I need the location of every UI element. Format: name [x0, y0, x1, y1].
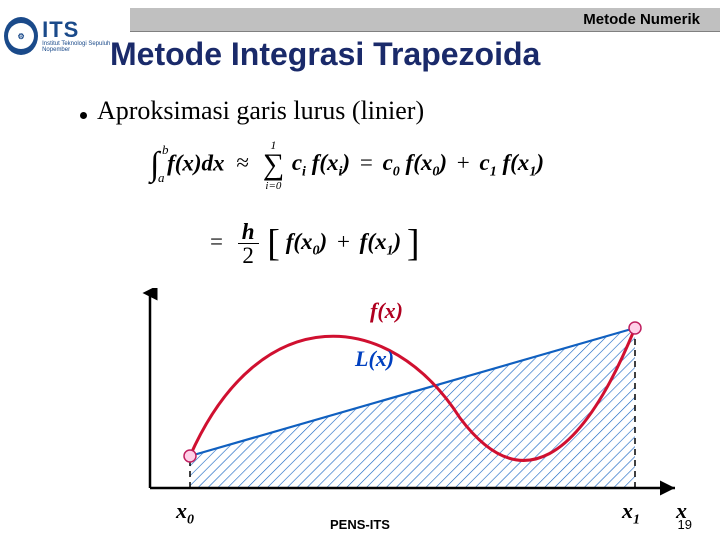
Lx-label: L(x)	[355, 346, 394, 372]
bullet-dot	[80, 112, 87, 119]
int-upper: b	[162, 142, 169, 158]
header-bar: Metode Numerik	[110, 8, 720, 32]
left-bracket: [	[267, 223, 280, 265]
sigma-bot: i=0	[265, 180, 281, 192]
plus-1: +	[457, 150, 470, 175]
fxi: f(xi)	[312, 150, 350, 175]
x1-label: x1	[622, 498, 640, 528]
right-bracket: ]	[407, 223, 420, 265]
c0: c0	[383, 150, 400, 175]
integrand: f(x)dx	[167, 150, 224, 175]
approx-sign: ≈	[236, 150, 249, 175]
logo-seal: ⚙	[4, 17, 38, 55]
bullet-row: Aproksimasi garis lurus (linier)	[80, 96, 424, 126]
fx0: f(x0)	[406, 150, 448, 175]
equation-line-2: = h 2 [ f(x0) + f(x1) ]	[210, 220, 420, 267]
page-number: 19	[678, 517, 692, 532]
trapezoid-chart: f(x) L(x)	[120, 288, 680, 513]
frac-num: h	[238, 220, 259, 244]
eq-sign-1: =	[360, 150, 373, 175]
c1: c1	[480, 150, 497, 175]
int-lower: a	[158, 170, 165, 186]
x0-label: x0	[176, 498, 194, 528]
footer-text: PENS-ITS	[330, 517, 390, 532]
bullet-text: Aproksimasi garis lurus (linier)	[97, 96, 424, 126]
course-label: Metode Numerik	[583, 11, 700, 28]
fx1: f(x1)	[502, 150, 544, 175]
logo-seal-inner: ⚙	[8, 23, 34, 49]
plus-2: +	[337, 229, 350, 254]
frac-den: 2	[238, 244, 258, 267]
fx-label: f(x)	[370, 298, 403, 324]
h-over-2: h 2	[238, 220, 259, 267]
sigma-top: 1	[270, 138, 276, 153]
fx1-b: f(x1)	[360, 229, 402, 254]
fx0-b: f(x0)	[286, 229, 328, 254]
slide-title: Metode Integrasi Trapezoida	[110, 36, 540, 73]
sigma-sign: ∑ 1 i=0	[263, 148, 284, 182]
equation-line-1: ∫ b a f(x)dx ≈ ∑ 1 i=0 ci f(xi) = c0 f(x…	[150, 146, 544, 184]
integral-sign: ∫ b a	[150, 146, 159, 184]
ci: ci	[292, 150, 306, 175]
eq-sign-2: =	[210, 229, 223, 254]
